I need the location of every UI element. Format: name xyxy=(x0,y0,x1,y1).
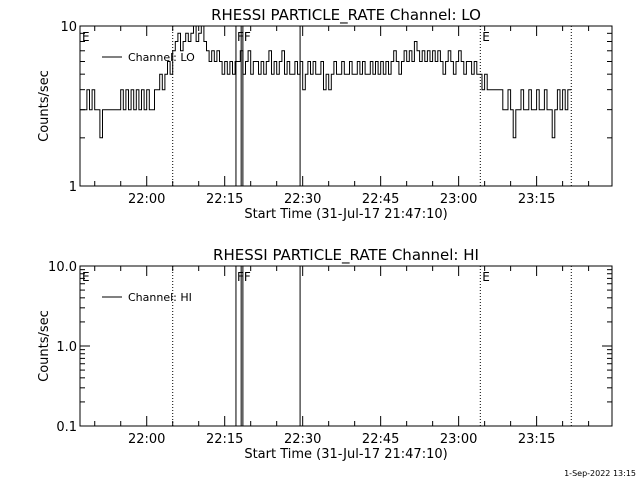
x-tick-label: 23:15 xyxy=(518,432,555,447)
y-tick-label: 1 xyxy=(69,180,77,195)
plot-frame xyxy=(79,265,613,427)
chart-title: RHESSI PARTICLE_RATE Channel: HI xyxy=(213,246,479,265)
plot-frame xyxy=(79,25,613,187)
footer-timestamp: 1-Sep-2022 13:15 xyxy=(564,469,636,478)
chart-title: RHESSI PARTICLE_RATE Channel: LO xyxy=(211,6,481,25)
marker-label: E xyxy=(482,30,490,44)
marker-label: E xyxy=(82,270,90,284)
x-tick-label: 22:30 xyxy=(284,432,321,447)
legend-label: Channel: LO xyxy=(128,51,195,64)
y-axis-label: Counts/sec xyxy=(37,70,52,142)
x-axis-label: Start Time (31-Jul-17 21:47:10) xyxy=(244,207,447,222)
y-tick-label: 1.0 xyxy=(56,340,77,355)
marker-label: F xyxy=(237,270,244,284)
x-tick-label: 22:30 xyxy=(284,192,321,207)
x-tick-label: 22:00 xyxy=(128,192,165,207)
x-tick-label: 23:15 xyxy=(518,192,555,207)
marker-label: F xyxy=(244,30,251,44)
y-tick-label: 10 xyxy=(60,20,77,35)
series-line-1 xyxy=(80,25,572,139)
legend-label: Channel: HI xyxy=(128,291,192,304)
x-tick-label: 22:15 xyxy=(206,432,243,447)
x-tick-label: 22:15 xyxy=(206,192,243,207)
marker-label: E xyxy=(82,30,90,44)
y-tick-label: 10.0 xyxy=(48,260,77,275)
y-axis-label: Counts/sec xyxy=(37,310,52,382)
y-tick-label: 0.1 xyxy=(56,420,77,435)
x-tick-label: 22:00 xyxy=(128,432,165,447)
marker-label: F xyxy=(237,30,244,44)
x-tick-label: 23:00 xyxy=(440,432,477,447)
x-tick-label: 22:45 xyxy=(362,432,399,447)
marker-label: F xyxy=(244,270,251,284)
x-tick-label: 22:45 xyxy=(362,192,399,207)
x-axis-label: Start Time (31-Jul-17 21:47:10) xyxy=(244,447,447,462)
marker-label: E xyxy=(482,270,490,284)
x-tick-label: 23:00 xyxy=(440,192,477,207)
